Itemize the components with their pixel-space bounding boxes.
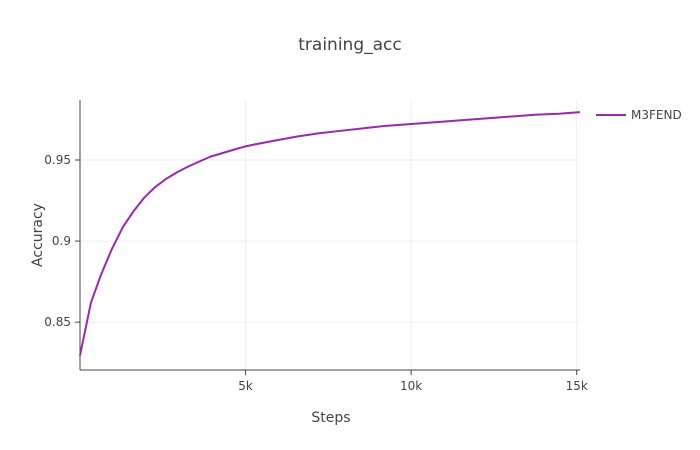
y-tick-label-2: 0.95 — [44, 153, 71, 167]
series-layer — [79, 111, 581, 356]
y-tick-label-0: 0.85 — [44, 315, 71, 329]
x-axis-title: Steps — [311, 410, 350, 426]
x-tick-label-1: 10k — [400, 379, 422, 393]
legend-label-m3fend: M3FEND — [631, 108, 682, 122]
chart-title: training_acc — [298, 35, 401, 55]
axes-layer: 0.85 0.9 0.95 5k 10k 15k — [44, 100, 588, 393]
grid-layer — [80, 100, 580, 370]
x-tick-label-0: 5k — [238, 379, 253, 393]
x-tick-label-2: 15k — [566, 379, 588, 393]
series-line-m3fend[interactable] — [79, 111, 581, 356]
legend[interactable]: M3FEND — [596, 108, 682, 122]
y-tick-label-1: 0.9 — [52, 234, 71, 248]
y-axis-title: Accuracy — [30, 203, 46, 267]
